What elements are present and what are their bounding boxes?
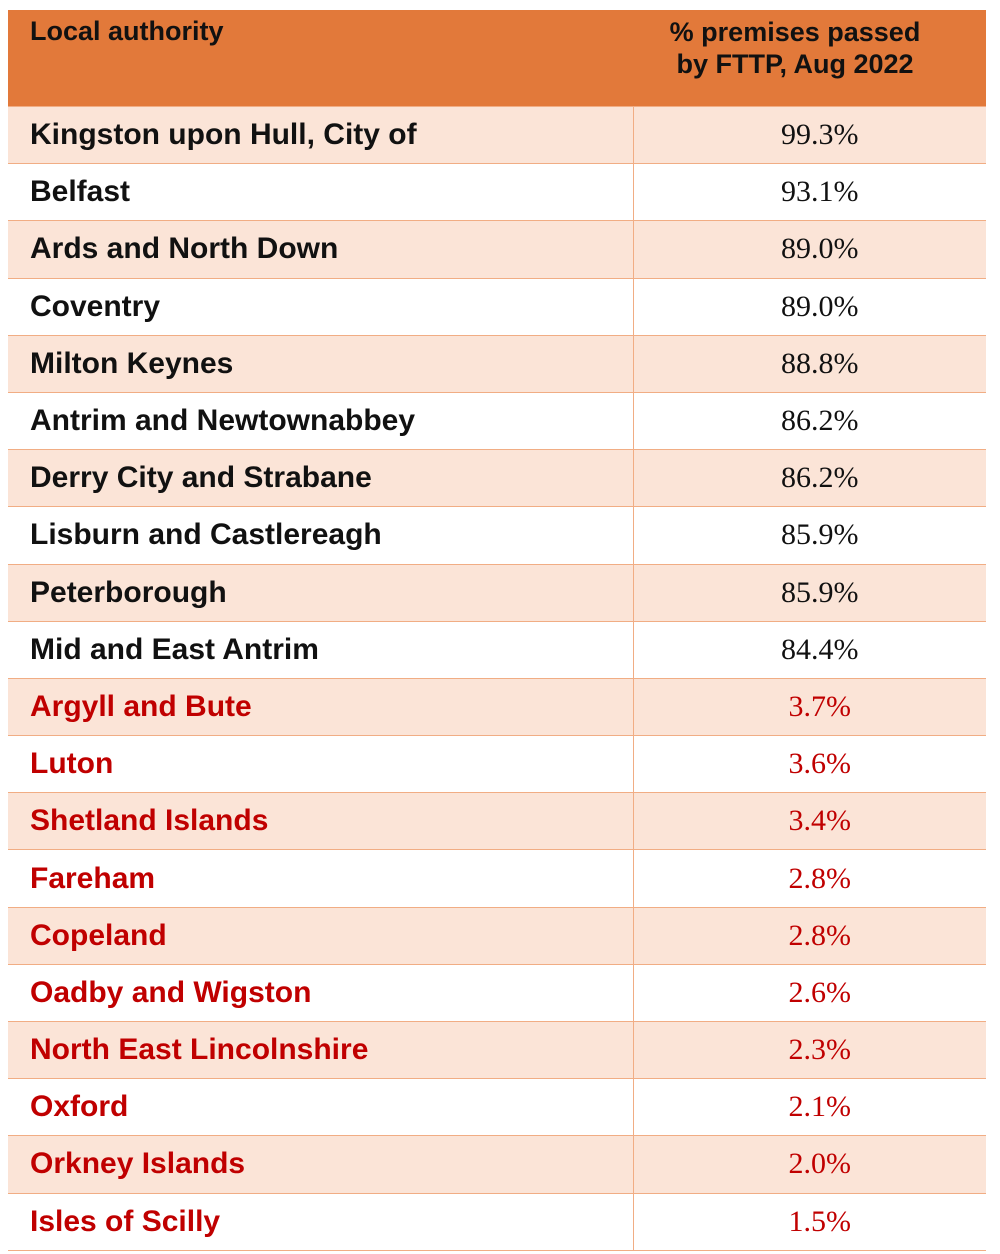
percent-cell: 86.2% (633, 449, 986, 508)
table-row: Shetland Islands 3.4% (8, 792, 986, 851)
percent-cell: 2.3% (633, 1020, 986, 1080)
table-row: Oadby and Wigston 2.6% (8, 963, 986, 1023)
percent-cell: 2.1% (633, 1078, 986, 1137)
authority-cell: Lisburn and Castlereagh (8, 506, 634, 565)
table-row: Argyll and Bute 3.7% (8, 677, 986, 737)
authority-cell: Antrim and Newtownabbey (8, 391, 634, 451)
header-cell: Local authority (8, 10, 633, 107)
table-row: Derry City and Strabane 86.2% (8, 449, 986, 508)
percent-cell: 99.3% (633, 105, 986, 165)
table-header: Local authority % premises passed by FTT… (8, 10, 986, 107)
authority-cell: Fareham (8, 849, 634, 908)
authority-cell: Oadby and Wigston (8, 963, 634, 1023)
table-row: Isles of Scilly 1.5% (8, 1192, 986, 1251)
percent-cell: 1.5% (633, 1192, 986, 1251)
table-row: Ards and North Down 89.0% (8, 220, 986, 279)
table-row: Orkney Islands 2.0% (8, 1135, 986, 1194)
percent-cell: 2.8% (633, 849, 986, 908)
percent-cell: 89.0% (633, 277, 986, 336)
percent-cell: 3.6% (633, 735, 986, 794)
authority-cell: Milton Keynes (8, 334, 634, 393)
percent-cell: 88.8% (633, 334, 986, 393)
table-row: Fareham 2.8% (8, 849, 986, 908)
authority-cell: Luton (8, 735, 634, 794)
percent-cell: 2.0% (633, 1135, 986, 1194)
table-row: Milton Keynes 88.8% (8, 334, 986, 393)
authority-cell: Kingston upon Hull, City of (8, 105, 634, 165)
table-row: Peterborough 85.9% (8, 563, 986, 622)
authority-cell: Argyll and Bute (8, 677, 634, 737)
table-row: Luton 3.6% (8, 735, 986, 794)
table-row: Copeland 2.8% (8, 906, 986, 965)
table-row: Oxford 2.1% (8, 1078, 986, 1137)
table-body: Kingston upon Hull, City of 99.3% Belfast 9… (8, 105, 986, 1251)
percent-cell: 2.6% (633, 963, 986, 1023)
authority-cell: Coventry (8, 277, 634, 336)
table-row: Lisburn and Castlereagh 85.9% (8, 506, 986, 565)
percent-cell: 3.7% (633, 677, 986, 737)
header-text: % premises passed by FTTP, Aug 2022 (669, 17, 921, 80)
table-row: Antrim and Newtownabbey 86.2% (8, 391, 986, 451)
percent-cell: 89.0% (633, 220, 986, 279)
table-row: Kingston upon Hull, City of 99.3% (8, 105, 986, 165)
authority-cell: Copeland (8, 906, 634, 965)
percent-cell: 85.9% (633, 563, 986, 622)
table-row: Belfast 93.1% (8, 163, 986, 222)
authority-cell: North East Lincolnshire (8, 1020, 634, 1080)
authority-cell: Ards and North Down (8, 220, 634, 279)
percent-cell: 3.4% (633, 792, 986, 851)
authority-cell: Shetland Islands (8, 792, 634, 851)
authority-cell: Derry City and Strabane (8, 449, 634, 508)
percent-cell: 84.4% (633, 620, 986, 679)
authority-cell: Isles of Scilly (8, 1192, 634, 1251)
percent-cell: 2.8% (633, 906, 986, 965)
authority-cell: Mid and East Antrim (8, 620, 634, 679)
authority-cell: Orkney Islands (8, 1135, 634, 1194)
table-row: Mid and East Antrim 84.4% (8, 620, 986, 679)
header-cell: % premises passed by FTTP, Aug 2022 (633, 10, 986, 107)
authority-cell: Belfast (8, 163, 634, 222)
authority-cell: Oxford (8, 1078, 634, 1137)
table-row: Coventry 89.0% (8, 277, 986, 336)
header-row: Local authority % premises passed by FTT… (8, 10, 986, 107)
percent-cell: 93.1% (633, 163, 986, 222)
authority-cell: Peterborough (8, 563, 634, 622)
percent-cell: 86.2% (633, 391, 986, 451)
table-row: North East Lincolnshire 2.3% (8, 1020, 986, 1080)
fttp-table: Local authority % premises passed by FTT… (8, 10, 986, 1251)
percent-cell: 85.9% (633, 506, 986, 565)
